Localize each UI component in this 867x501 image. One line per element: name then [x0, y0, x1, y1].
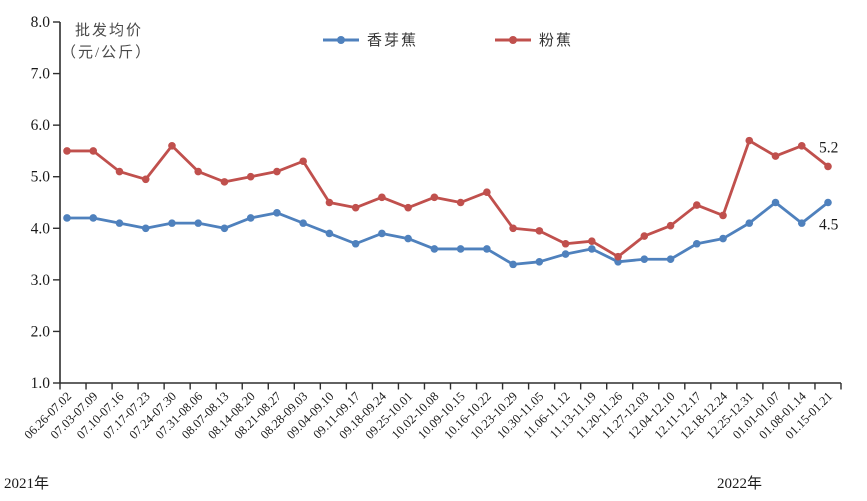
series-marker-fenjiao — [325, 198, 334, 207]
series-marker-fenjiao — [351, 203, 360, 212]
series-marker-fenjiao — [666, 221, 675, 230]
series-marker-xiangyajiao — [509, 260, 517, 269]
y-tick-label: 5.0 — [31, 169, 51, 186]
series-marker-xiangyajiao — [404, 234, 412, 243]
series-marker-fenjiao — [797, 141, 806, 150]
y-axis-title-line1: 批发均价 — [75, 23, 144, 39]
series-marker-fenjiao — [588, 237, 596, 245]
series-marker-xiangyajiao — [535, 258, 544, 266]
series-marker-xiangyajiao — [63, 214, 71, 222]
end-value-label-xiangyajiao: 4.5 — [819, 217, 839, 234]
series-marker-xiangyajiao — [273, 209, 281, 217]
series-marker-fenjiao — [456, 198, 465, 207]
legend-label-fenjiao: 粉蕉 — [539, 33, 574, 49]
series-marker-xiangyajiao — [771, 198, 780, 207]
series-marker-fenjiao — [404, 203, 412, 212]
series-marker-xiangyajiao — [194, 219, 203, 227]
series-marker-xiangyajiao — [246, 214, 255, 222]
series-marker-xiangyajiao — [561, 250, 570, 258]
legend-item-fenjiao: 粉蕉 — [494, 29, 573, 50]
series-marker-xiangyajiao — [456, 245, 465, 253]
year-label-2022: 2022年 — [717, 476, 763, 492]
series-marker-fenjiao — [115, 167, 124, 176]
series-marker-xiangyajiao — [719, 234, 727, 243]
y-tick-label: 2.0 — [31, 323, 51, 340]
series-marker-fenjiao — [719, 211, 727, 220]
series-marker-fenjiao — [273, 167, 281, 176]
series-line-xiangyajiao — [65, 201, 830, 266]
series-marker-fenjiao — [430, 193, 439, 202]
series-marker-xiangyajiao — [824, 198, 832, 207]
series-marker-xiangyajiao — [666, 255, 675, 264]
series-marker-xiangyajiao — [89, 214, 98, 222]
series-marker-xiangyajiao — [168, 219, 176, 227]
series-marker-fenjiao — [299, 157, 307, 166]
series-marker-xiangyajiao — [299, 219, 307, 227]
end-value-label-fenjiao: 5.2 — [819, 139, 838, 156]
y-tick-label: 6.0 — [31, 117, 51, 134]
series-marker-xiangyajiao — [115, 219, 124, 227]
series-marker-fenjiao — [63, 147, 71, 155]
y-tick-label: 8.0 — [31, 14, 51, 31]
series-marker-fenjiao — [771, 152, 780, 160]
series-marker-fenjiao — [483, 188, 491, 196]
series-marker-fenjiao — [640, 232, 649, 240]
legend-marker-red-line-icon — [495, 35, 532, 44]
series-marker-fenjiao — [168, 141, 176, 150]
y-tick-label: 1.0 — [31, 375, 51, 392]
y-tick-label: 4.0 — [31, 220, 51, 237]
series-marker-xiangyajiao — [378, 229, 386, 238]
legend-label-xiangyajiao: 香芽蕉 — [367, 33, 419, 49]
series-marker-xiangyajiao — [692, 239, 701, 248]
series-marker-xiangyajiao — [430, 245, 439, 253]
series-marker-fenjiao — [561, 239, 570, 248]
series-marker-xiangyajiao — [745, 219, 754, 227]
series-marker-fenjiao — [614, 252, 622, 261]
series-marker-fenjiao — [246, 172, 255, 181]
series-marker-fenjiao — [220, 178, 229, 186]
series-marker-fenjiao — [89, 147, 98, 155]
legend-marker-blue-line-icon — [323, 35, 359, 44]
series-line-fenjiao — [65, 139, 830, 259]
series-marker-fenjiao — [141, 175, 150, 184]
y-axis-title: 批发均价 （元/公斤） — [61, 20, 152, 64]
legend: 香芽蕉 粉蕉 — [322, 29, 573, 50]
series-marker-xiangyajiao — [588, 245, 596, 253]
legend-item-xiangyajiao: 香芽蕉 — [322, 29, 418, 50]
series-marker-fenjiao — [378, 193, 386, 202]
series-marker-xiangyajiao — [640, 255, 649, 264]
y-tick-label: 3.0 — [31, 272, 51, 289]
series-marker-fenjiao — [745, 136, 754, 145]
series-marker-fenjiao — [824, 162, 832, 171]
series-marker-fenjiao — [509, 224, 517, 233]
series-marker-xiangyajiao — [325, 229, 334, 238]
y-tick-label: 7.0 — [31, 66, 51, 83]
y-axis-title-line2: （元/公斤） — [61, 45, 153, 61]
series-marker-fenjiao — [692, 201, 701, 209]
series-marker-xiangyajiao — [483, 245, 491, 253]
series-marker-fenjiao — [194, 167, 203, 176]
series-marker-xiangyajiao — [220, 224, 229, 233]
year-label-2021: 2021年 — [4, 476, 50, 492]
series-marker-fenjiao — [535, 227, 544, 235]
series-marker-xiangyajiao — [797, 219, 806, 227]
series-marker-xiangyajiao — [141, 224, 150, 233]
series-marker-xiangyajiao — [351, 239, 360, 248]
